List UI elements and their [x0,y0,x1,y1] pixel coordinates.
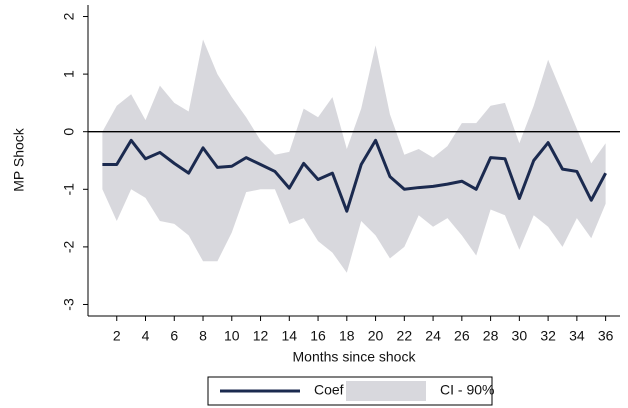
legend-label: CI - 90% [440,382,494,398]
x-tick-label: 18 [339,328,355,344]
x-tick-label: 30 [512,328,528,344]
x-tick-label: 26 [454,328,470,344]
y-tick-label: -3 [61,298,77,311]
x-tick-label: 2 [113,328,121,344]
x-tick-label: 4 [142,328,150,344]
x-tick-label: 12 [253,328,269,344]
x-tick-label: 16 [310,328,326,344]
coef-line [102,138,607,213]
y-tick-label: 2 [61,12,77,20]
legend-label: Coef [314,382,344,398]
x-tick-label: 10 [224,328,240,344]
legend-swatch [346,381,426,401]
x-tick-label: 36 [598,328,614,344]
y-tick-label: 1 [61,70,77,78]
x-tick-label: 14 [282,328,298,344]
x-tick-label: 22 [397,328,413,344]
x-tick-label: 34 [569,328,585,344]
y-axis-title: MP Shock [11,127,27,192]
y-tick-label: -1 [61,183,77,196]
y-tick-label: -2 [61,240,77,253]
ci-band [102,39,606,273]
x-tick-label: 28 [483,328,499,344]
x-axis-title: Months since shock [293,349,417,365]
x-tick-label: 32 [540,328,556,344]
x-tick-label: 8 [199,328,207,344]
y-tick-label: 0 [61,128,77,136]
x-tick-label: 24 [425,328,441,344]
x-tick-label: 6 [170,328,178,344]
x-tick-label: 20 [368,328,384,344]
